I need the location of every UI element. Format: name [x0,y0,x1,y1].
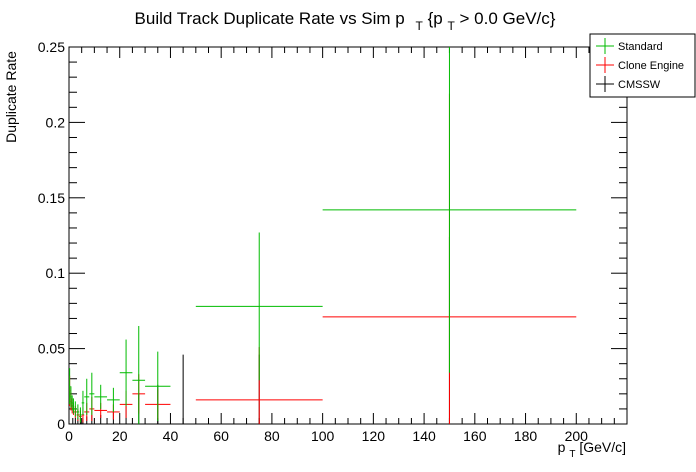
x-tick-label: 140 [412,428,436,444]
x-tick-label: 120 [362,428,386,444]
data-point [71,417,75,425]
data-point [170,354,196,425]
data-point [76,404,80,420]
legend-label: Clone Engine [618,60,684,72]
data-point [84,378,90,415]
x-tick-label: 40 [163,428,179,444]
legend-entry: Standard [596,38,663,54]
data-point [79,407,82,423]
axis-ticks: 0 20 40 60 80 100 120 140 160 180 200 0 0.05 0.1 0.15 0… [38,39,628,444]
plot-frame [68,46,628,425]
x-tick-label: 200 [565,428,589,444]
data-point [71,395,73,411]
x-axis-label-sub: T [569,449,575,460]
y-tick-label: 0.15 [38,190,65,206]
data-series [69,47,577,425]
data-point [81,390,85,415]
legend-label: CMSSW [618,79,661,91]
legend-box [589,33,696,98]
y-tick-label: 0.2 [46,114,66,130]
legend-label: Standard [618,41,663,53]
x-tick-label: 160 [463,428,487,444]
data-point [74,417,77,425]
y-tick-label: 0.25 [38,39,65,55]
x-tick-label: 80 [264,428,280,444]
chart-title-sub2: T [447,19,455,33]
data-point [145,351,171,421]
chart-title-suffix: > 0.0 GeV/c} [460,9,556,28]
chart-title-mid: {p [428,9,443,28]
data-point [195,232,323,381]
data-point [107,387,120,412]
y-axis-label: Duplicate Rate [3,51,19,143]
data-point [119,339,133,406]
series-standard [69,47,577,424]
data-point [322,47,577,373]
x-tick-label: 100 [311,428,335,444]
data-point [74,401,77,417]
data-point [72,398,75,414]
series-cmssw [71,237,577,425]
chart-title: Build Track Duplicate Rate vs Sim p T {p… [135,9,556,34]
data-point [89,372,95,415]
data-point [132,325,146,424]
x-tick-label: 0 [65,428,73,444]
x-axis-label-unit: [GeV/c] [579,439,626,455]
x-axis-label: p T [GeV/c] [558,439,626,460]
y-tick-label: 0.1 [46,265,66,281]
x-tick-label: 60 [213,428,229,444]
y-tick-label: 0 [57,416,65,432]
x-tick-label: 20 [112,428,128,444]
series-clone-engine [69,93,577,424]
data-point [94,384,108,409]
chart-title-sub1: T [415,19,423,33]
data-point [70,386,72,408]
legend: Standard Clone Engine CMSSW [589,33,696,98]
legend-entry: Clone Engine [596,57,684,73]
x-axis-label-main: p [558,439,566,455]
x-tick-label: 180 [514,428,538,444]
data-point [69,368,71,405]
y-tick-label: 0.05 [38,341,65,357]
legend-entry: CMSSW [596,76,661,92]
chart-title-prefix: Build Track Duplicate Rate vs Sim p [135,9,405,28]
